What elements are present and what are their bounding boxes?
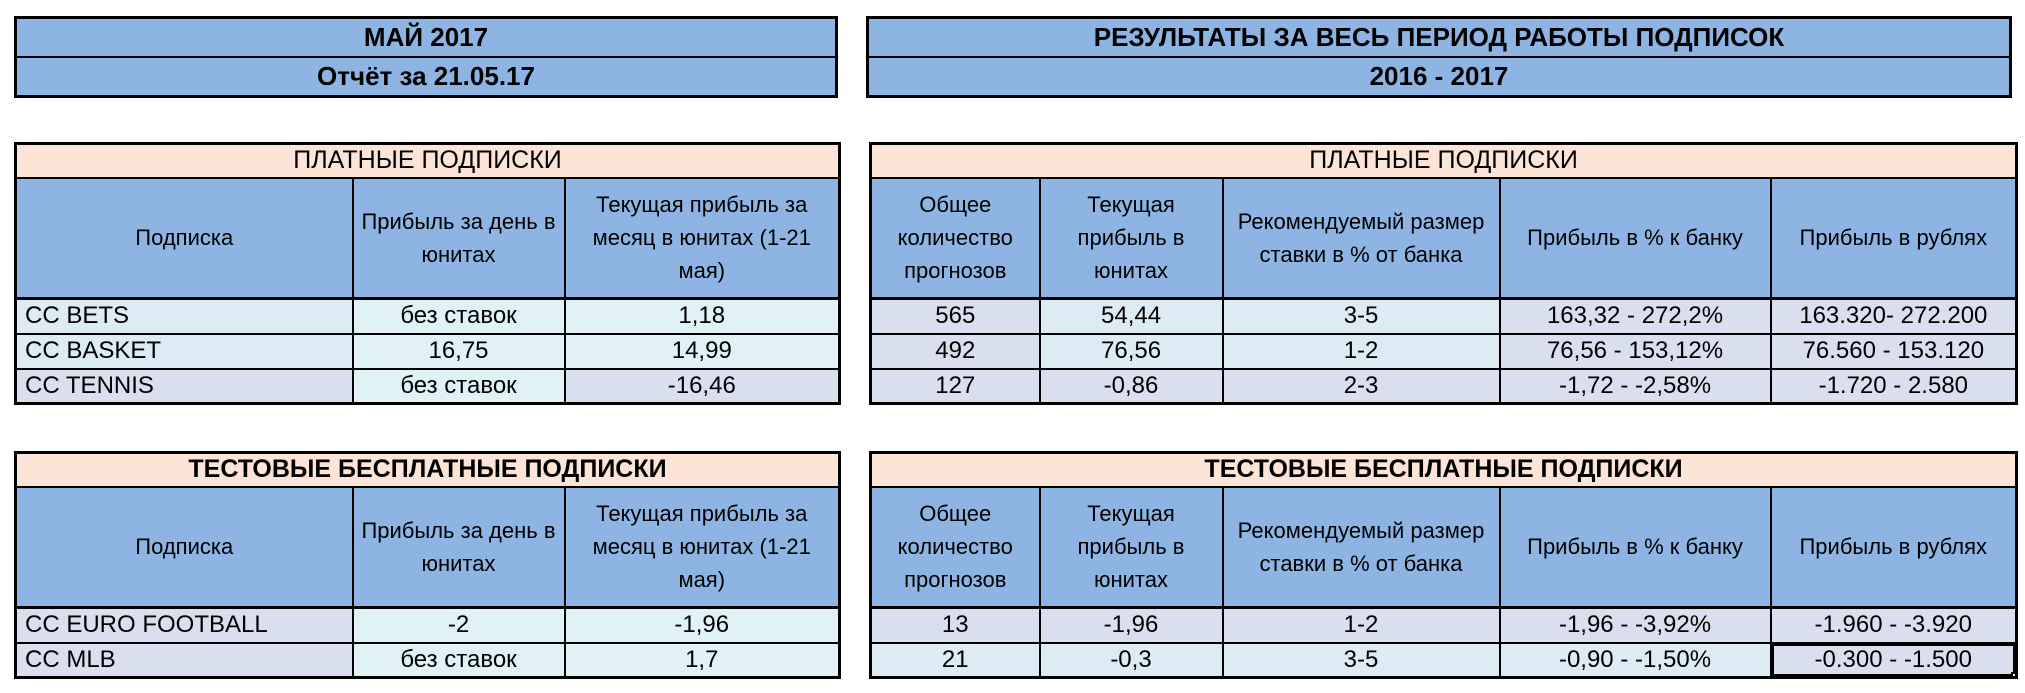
table-cell[interactable]: 3-5 <box>1221 297 1501 335</box>
column-header-profit-per-day[interactable]: Прибыль за день в юнитах <box>351 485 566 609</box>
column-header-row: Подписка Прибыль за день в юнитах Текуща… <box>14 485 841 609</box>
table-cell[interactable]: 127 <box>869 367 1041 405</box>
table-cell[interactable]: без ставок <box>351 641 566 679</box>
selected-cell[interactable]: -0.300 - -1.500 <box>1769 641 2018 679</box>
column-header-profit-percent-bank[interactable]: Прибыль в % к банку <box>1498 176 1772 300</box>
table-row: CC BASKET 16,75 14,99 <box>14 332 841 370</box>
alltime-header-block: РЕЗУЛЬТАТЫ ЗА ВЕСЬ ПЕРИОД РАБОТЫ ПОДПИСО… <box>866 16 2012 98</box>
table-cell[interactable]: -16,46 <box>563 367 841 405</box>
table-title-cell[interactable]: ПЛАТНЫЕ ПОДПИСКИ <box>14 142 841 179</box>
table-cell[interactable]: 565 <box>869 297 1041 335</box>
table-cell[interactable]: без ставок <box>351 367 566 405</box>
table-row: CC EURO FOOTBALL -2 -1,96 <box>14 606 841 644</box>
column-header-row: Общее количество прогнозов Текущая прибы… <box>869 176 2018 300</box>
column-header-month-profit[interactable]: Текущая прибыль за месяц в юнитах (1-21 … <box>563 485 841 609</box>
table-cell[interactable]: 1,18 <box>563 297 841 335</box>
table-cell[interactable]: 1-2 <box>1221 332 1501 370</box>
table-cell[interactable]: -2 <box>351 606 566 644</box>
alltime-results-cell[interactable]: РЕЗУЛЬТАТЫ ЗА ВЕСЬ ПЕРИОД РАБОТЫ ПОДПИСО… <box>869 19 2009 56</box>
period-years-cell[interactable]: 2016 - 2017 <box>869 56 2009 95</box>
table-cell[interactable]: CC EURO FOOTBALL <box>14 606 354 644</box>
column-header-recommended-stake[interactable]: Рекомендуемый размер ставки в % от банка <box>1221 485 1501 609</box>
table-cell[interactable]: 2-3 <box>1221 367 1501 405</box>
column-header-row: Подписка Прибыль за день в юнитах Текуща… <box>14 176 841 300</box>
test-subscriptions-section: ТЕСТОВЫЕ БЕСПЛАТНЫЕ ПОДПИСКИ Подписка Пр… <box>0 451 2025 679</box>
table-cell[interactable]: -1,96 <box>1038 606 1224 644</box>
table-row: CC MLB без ставок 1,7 <box>14 641 841 679</box>
column-header-profit-per-day[interactable]: Прибыль за день в юнитах <box>351 176 566 300</box>
table-title-row: ТЕСТОВЫЕ БЕСПЛАТНЫЕ ПОДПИСКИ <box>14 451 841 488</box>
report-headers: МАЙ 2017 Отчёт за 21.05.17 РЕЗУЛЬТАТЫ ЗА… <box>0 0 2025 98</box>
table-cell[interactable]: 76,56 <box>1038 332 1224 370</box>
table-row: 565 54,44 3-5 163,32 - 272,2% 163.320- 272.2… <box>869 297 2018 335</box>
table-cell[interactable]: -1,72 - -2,58% <box>1498 367 1772 405</box>
paid-subscriptions-section: ПЛАТНЫЕ ПОДПИСКИ Подписка Прибыль за ден… <box>0 142 2025 405</box>
table-cell[interactable]: CC MLB <box>14 641 354 679</box>
table-cell[interactable]: CC BASKET <box>14 332 354 370</box>
table-cell[interactable]: 1-2 <box>1221 606 1501 644</box>
column-header-total-forecasts[interactable]: Общее количество прогнозов <box>869 485 1041 609</box>
table-cell[interactable]: -0,86 <box>1038 367 1224 405</box>
table-cell[interactable]: 1,7 <box>563 641 841 679</box>
table-cell[interactable]: -1,96 - -3,92% <box>1498 606 1772 644</box>
table-body: CC EURO FOOTBALL -2 -1,96 CC MLB без ставок 1… <box>14 606 841 679</box>
table-cell[interactable]: -1.960 - -3.920 <box>1769 606 2018 644</box>
table-cell[interactable]: 16,75 <box>351 332 566 370</box>
column-header-row: Общее количество прогнозов Текущая прибы… <box>869 485 2018 609</box>
table-title-row: ТЕСТОВЫЕ БЕСПЛАТНЫЕ ПОДПИСКИ <box>869 451 2018 488</box>
column-header-profit-rubles[interactable]: Прибыль в рублях <box>1769 485 2018 609</box>
table-row: 127 -0,86 2-3 -1,72 - -2,58% -1.720 - 2.580 <box>869 367 2018 405</box>
table-row: CC TENNIS без ставок -16,46 <box>14 367 841 405</box>
table-cell[interactable]: 3-5 <box>1221 641 1501 679</box>
table-title-cell[interactable]: ТЕСТОВЫЕ БЕСПЛАТНЫЕ ПОДПИСКИ <box>869 451 2018 488</box>
table-row: 492 76,56 1-2 76,56 - 153,12% 76.560 - 153.1… <box>869 332 2018 370</box>
table-body: CC BETS без ставок 1,18 CC BASKET 16,75 14,99… <box>14 297 841 405</box>
column-header-subscription[interactable]: Подписка <box>14 176 354 300</box>
table-title-cell[interactable]: ПЛАТНЫЕ ПОДПИСКИ <box>869 142 2018 179</box>
table-row: 21 -0,3 3-5 -0,90 - -1,50% -0.300 - -1.500 <box>869 641 2018 679</box>
table-cell[interactable]: CC BETS <box>14 297 354 335</box>
table-cell[interactable]: 492 <box>869 332 1041 370</box>
table-row: 13 -1,96 1-2 -1,96 - -3,92% -1.960 - -3.920 <box>869 606 2018 644</box>
month-header-cell[interactable]: МАЙ 2017 <box>17 19 835 56</box>
table-cell[interactable]: 76.560 - 153.120 <box>1769 332 2018 370</box>
column-header-total-forecasts[interactable]: Общее количество прогнозов <box>869 176 1041 300</box>
table-title-row: ПЛАТНЫЕ ПОДПИСКИ <box>14 142 841 179</box>
table-cell[interactable]: 163.320- 272.200 <box>1769 297 2018 335</box>
table-body: 13 -1,96 1-2 -1,96 - -3,92% -1.960 - -3.920 2… <box>869 606 2018 679</box>
table-cell[interactable]: 163,32 - 272,2% <box>1498 297 1772 335</box>
table-cell[interactable]: без ставок <box>351 297 566 335</box>
table-cell[interactable]: -1,96 <box>563 606 841 644</box>
column-header-current-profit-units[interactable]: Текущая прибыль в юнитах <box>1038 485 1224 609</box>
table-title-row: ПЛАТНЫЕ ПОДПИСКИ <box>869 142 2018 179</box>
table-row: CC BETS без ставок 1,18 <box>14 297 841 335</box>
table-title-cell[interactable]: ТЕСТОВЫЕ БЕСПЛАТНЫЕ ПОДПИСКИ <box>14 451 841 488</box>
column-header-current-profit-units[interactable]: Текущая прибыль в юнитах <box>1038 176 1224 300</box>
month-header-block: МАЙ 2017 Отчёт за 21.05.17 <box>14 16 838 98</box>
table-cell[interactable]: -0,90 - -1,50% <box>1498 641 1772 679</box>
table-cell[interactable]: 54,44 <box>1038 297 1224 335</box>
paid-subscriptions-alltime-table: ПЛАТНЫЕ ПОДПИСКИ Общее количество прогно… <box>869 142 2019 405</box>
column-header-subscription[interactable]: Подписка <box>14 485 354 609</box>
column-header-profit-rubles[interactable]: Прибыль в рублях <box>1769 176 2018 300</box>
test-subscriptions-alltime-table: ТЕСТОВЫЕ БЕСПЛАТНЫЕ ПОДПИСКИ Общее колич… <box>869 451 2019 679</box>
table-cell[interactable]: 13 <box>869 606 1041 644</box>
paid-subscriptions-monthly-table: ПЛАТНЫЕ ПОДПИСКИ Подписка Прибыль за ден… <box>14 142 842 405</box>
table-cell[interactable]: -0,3 <box>1038 641 1224 679</box>
table-cell[interactable]: -1.720 - 2.580 <box>1769 367 2018 405</box>
table-cell[interactable]: 21 <box>869 641 1041 679</box>
column-header-recommended-stake[interactable]: Рекомендуемый размер ставки в % от банка <box>1221 176 1501 300</box>
table-cell[interactable]: 76,56 - 153,12% <box>1498 332 1772 370</box>
test-subscriptions-monthly-table: ТЕСТОВЫЕ БЕСПЛАТНЫЕ ПОДПИСКИ Подписка Пр… <box>14 451 841 679</box>
column-header-month-profit[interactable]: Текущая прибыль за месяц в юнитах (1-21 … <box>563 176 841 300</box>
table-cell[interactable]: CC TENNIS <box>14 367 354 405</box>
table-cell[interactable]: 14,99 <box>563 332 841 370</box>
report-date-cell[interactable]: Отчёт за 21.05.17 <box>17 56 835 95</box>
column-header-profit-percent-bank[interactable]: Прибыль в % к банку <box>1498 485 1772 609</box>
table-body: 565 54,44 3-5 163,32 - 272,2% 163.320- 272.2… <box>869 297 2018 405</box>
